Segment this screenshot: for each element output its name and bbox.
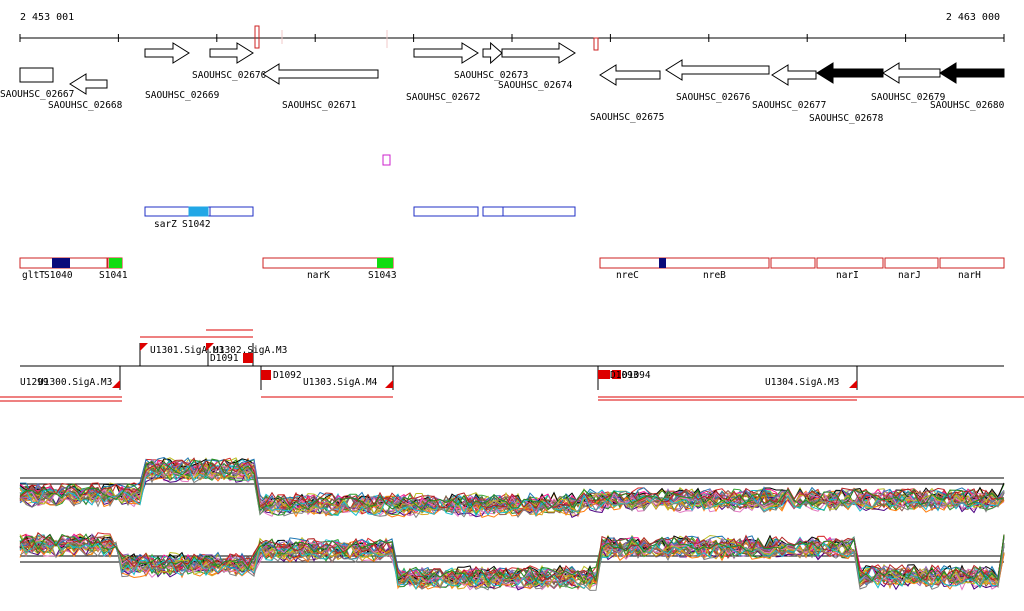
gene-label: SAOUHSC_02671 (282, 100, 357, 111)
operon-feature (884, 257, 939, 269)
srna-label: S1042 (182, 219, 211, 230)
gene-label: SAOUHSC_02669 (145, 90, 220, 101)
gene-arrow (262, 63, 379, 85)
gene-label: SAOUHSC_02673 (454, 70, 528, 81)
expression-series-line (19, 540, 1005, 588)
transcript-start (849, 380, 857, 388)
operon-label: gltT (22, 270, 45, 281)
gene-label: SAOUHSC_02668 (48, 100, 123, 111)
srna-feature (502, 206, 576, 217)
srna-feature (413, 206, 479, 217)
gene-arrow (665, 59, 770, 81)
expression-series-line (19, 458, 1005, 511)
gene-label: SAOUHSC_02672 (406, 92, 480, 103)
transcript-label: D1091 (210, 353, 239, 364)
expression-panel-bottom (19, 531, 1005, 591)
expression-series-line (19, 539, 1005, 590)
expression-series-line (19, 540, 1005, 591)
operon-label: nreB (703, 270, 726, 281)
operon-label: narH (958, 270, 981, 281)
transcript-label: D1092 (273, 370, 302, 381)
operon-mark (109, 258, 122, 268)
transcript-label: U1300.SigA.M3 (38, 377, 112, 388)
srna-track: sarZ S1042 (144, 206, 576, 230)
operon-label: S1041 (99, 270, 128, 281)
transcript-start (206, 343, 214, 351)
gene-arrow (816, 62, 884, 84)
operon-mark (377, 258, 393, 268)
ruler-end-label: 2 463 000 (945, 12, 1000, 23)
expression-series-line (19, 536, 1005, 587)
srna-feature (209, 206, 254, 217)
ruler-marker (593, 37, 599, 51)
magenta-marker-track (382, 154, 391, 166)
expression-series-line (19, 462, 1005, 516)
transcript-start (140, 343, 148, 351)
transcript-label: D1094 (622, 370, 651, 381)
operon-track: gltT S1040 S1041 narK S1043 nreC nreB narI narJ n… (19, 257, 1005, 281)
gene-arrow (482, 41, 503, 65)
gene-label: SAOUHSC_02679 (871, 92, 946, 103)
gene-label: SAOUHSC_02677 (752, 100, 826, 111)
operon-feature (599, 257, 770, 269)
operon-mark (52, 258, 70, 268)
srna-label: sarZ (154, 219, 177, 230)
transcript-label: U1303.SigA.M4 (303, 377, 378, 388)
transcript-start (112, 380, 120, 388)
gene-arrow (144, 42, 190, 64)
operon-feature (770, 257, 816, 269)
gene-label: SAOUHSC_02670 (192, 70, 267, 81)
gene-label: SAOUHSC_02676 (676, 92, 751, 103)
operon-feature (939, 257, 1005, 269)
transcript-start (385, 380, 393, 388)
transcript-block (261, 370, 271, 380)
transcript-label: U1302.SigA.M3 (213, 345, 287, 356)
gene-label: SAOUHSC_02675 (590, 112, 664, 123)
transcript-block (243, 353, 253, 363)
transcript-label: D1093 (610, 370, 639, 381)
operon-mark (659, 258, 666, 268)
gene-arrow (69, 73, 108, 95)
gene-label: SAOUHSC_02667 (0, 89, 74, 100)
gene-arrow (882, 62, 941, 84)
transcript-block (598, 370, 610, 379)
operon-feature (816, 257, 884, 269)
gene-label: SAOUHSC_02678 (809, 113, 884, 124)
gene-label: SAOUHSC_02674 (498, 80, 573, 91)
gene-arrow (209, 42, 254, 64)
gene-label: SAOUHSC_02680 (930, 100, 1005, 111)
transcript-label: U1299 (20, 377, 49, 388)
gene-arrow (939, 62, 1005, 84)
expression-series-line (19, 466, 1005, 519)
gene-arrow (501, 42, 576, 64)
transcript-label: U1301.SigA.M3 (150, 345, 224, 356)
operon-label: narK (307, 270, 330, 281)
gene-box (19, 67, 54, 83)
transcript-track: U1301.SigA.M3U1302.SigA.M3D1091U1299U130… (0, 329, 1024, 402)
ruler-start-label: 2 453 001 (20, 12, 75, 23)
srna-highlight (188, 206, 209, 217)
transcript-label: U1304.SigA.M3 (765, 377, 839, 388)
magenta-marker (382, 154, 391, 166)
operon-feature (262, 257, 394, 269)
expression-panel-top (19, 456, 1005, 519)
operon-label: narI (836, 270, 859, 281)
operon-label: S1040 (44, 270, 73, 281)
ruler-marker (254, 25, 260, 49)
srna-feature (482, 206, 504, 217)
transcript-block (612, 370, 621, 379)
expression-series-line (19, 457, 1005, 510)
operon-label: nreC (616, 270, 639, 281)
expression-series-line (19, 533, 1005, 585)
gene-arrow (413, 42, 479, 64)
gene-arrow (771, 64, 817, 86)
operon-label: narJ (898, 270, 921, 281)
coordinate-ruler (19, 25, 1005, 51)
gene-arrow (599, 64, 661, 86)
operon-label: S1043 (368, 270, 397, 281)
